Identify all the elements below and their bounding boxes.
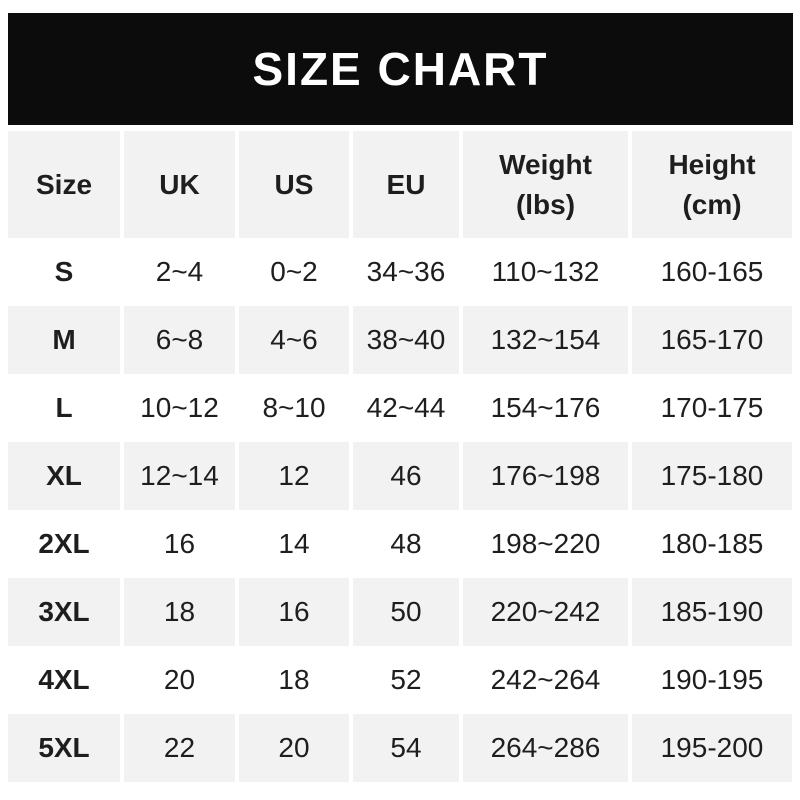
cell-size: S — [8, 238, 120, 306]
header-label: Size — [35, 168, 93, 200]
cell-us: 18 — [239, 646, 349, 714]
header-label: EU — [386, 168, 426, 200]
table-row-2xl: 2XL 16 14 48 198~220 180-185 — [8, 510, 792, 578]
header-label-line2: (lbs) — [515, 188, 576, 220]
cell-eu: 52 — [353, 646, 459, 714]
header-label: Height — [668, 148, 756, 180]
page-title: SIZE CHART — [252, 43, 549, 95]
header-cell-size: Size — [8, 131, 120, 238]
table-header-row: Size UK US EU Weight (lbs) Height (cm) — [8, 131, 792, 238]
header-cell-eu: EU — [353, 131, 459, 238]
cell-weight-lbs: 264~286 — [463, 714, 628, 782]
header-label-line2: (cm) — [682, 188, 742, 220]
cell-size: XL — [8, 442, 120, 510]
cell-size: 3XL — [8, 578, 120, 646]
table-row-l: L 10~12 8~10 42~44 154~176 170-175 — [8, 374, 792, 442]
header-label: UK — [159, 168, 200, 200]
size-table: Size UK US EU Weight (lbs) Height (cm) S 2… — [8, 131, 792, 782]
cell-height-cm: 165-170 — [632, 306, 792, 374]
header-cell-weight-lbs: Weight (lbs) — [463, 131, 628, 238]
cell-size: M — [8, 306, 120, 374]
cell-uk: 16 — [124, 510, 235, 578]
cell-uk: 6~8 — [124, 306, 235, 374]
cell-height-cm: 190-195 — [632, 646, 792, 714]
cell-height-cm: 185-190 — [632, 578, 792, 646]
cell-weight-lbs: 110~132 — [463, 238, 628, 306]
header-cell-us: US — [239, 131, 349, 238]
cell-us: 4~6 — [239, 306, 349, 374]
table-row-3xl: 3XL 18 16 50 220~242 185-190 — [8, 578, 792, 646]
cell-height-cm: 195-200 — [632, 714, 792, 782]
header-label: Weight — [499, 148, 592, 180]
cell-height-cm: 170-175 — [632, 374, 792, 442]
cell-uk: 10~12 — [124, 374, 235, 442]
cell-uk: 12~14 — [124, 442, 235, 510]
cell-height-cm: 160-165 — [632, 238, 792, 306]
table-row-xl: XL 12~14 12 46 176~198 175-180 — [8, 442, 792, 510]
cell-us: 8~10 — [239, 374, 349, 442]
table-row-5xl: 5XL 22 20 54 264~286 195-200 — [8, 714, 792, 782]
cell-weight-lbs: 154~176 — [463, 374, 628, 442]
table-row-4xl: 4XL 20 18 52 242~264 190-195 — [8, 646, 792, 714]
cell-size: 5XL — [8, 714, 120, 782]
cell-us: 16 — [239, 578, 349, 646]
cell-uk: 18 — [124, 578, 235, 646]
cell-weight-lbs: 176~198 — [463, 442, 628, 510]
cell-eu: 48 — [353, 510, 459, 578]
cell-uk: 2~4 — [124, 238, 235, 306]
header-cell-uk: UK — [124, 131, 235, 238]
cell-eu: 46 — [353, 442, 459, 510]
cell-height-cm: 175-180 — [632, 442, 792, 510]
table-row-m: M 6~8 4~6 38~40 132~154 165-170 — [8, 306, 792, 374]
cell-us: 0~2 — [239, 238, 349, 306]
table-row-s: S 2~4 0~2 34~36 110~132 160-165 — [8, 238, 792, 306]
cell-uk: 22 — [124, 714, 235, 782]
cell-uk: 20 — [124, 646, 235, 714]
header-cell-height-cm: Height (cm) — [632, 131, 792, 238]
cell-eu: 42~44 — [353, 374, 459, 442]
cell-size: 4XL — [8, 646, 120, 714]
cell-weight-lbs: 198~220 — [463, 510, 628, 578]
cell-height-cm: 180-185 — [632, 510, 792, 578]
cell-weight-lbs: 242~264 — [463, 646, 628, 714]
cell-eu: 38~40 — [353, 306, 459, 374]
cell-us: 14 — [239, 510, 349, 578]
cell-eu: 50 — [353, 578, 459, 646]
cell-eu: 54 — [353, 714, 459, 782]
cell-us: 20 — [239, 714, 349, 782]
cell-size: 2XL — [8, 510, 120, 578]
cell-eu: 34~36 — [353, 238, 459, 306]
header-label: US — [274, 168, 314, 200]
cell-weight-lbs: 132~154 — [463, 306, 628, 374]
cell-weight-lbs: 220~242 — [463, 578, 628, 646]
size-chart-banner: SIZE CHART — [8, 13, 793, 125]
cell-size: L — [8, 374, 120, 442]
cell-us: 12 — [239, 442, 349, 510]
